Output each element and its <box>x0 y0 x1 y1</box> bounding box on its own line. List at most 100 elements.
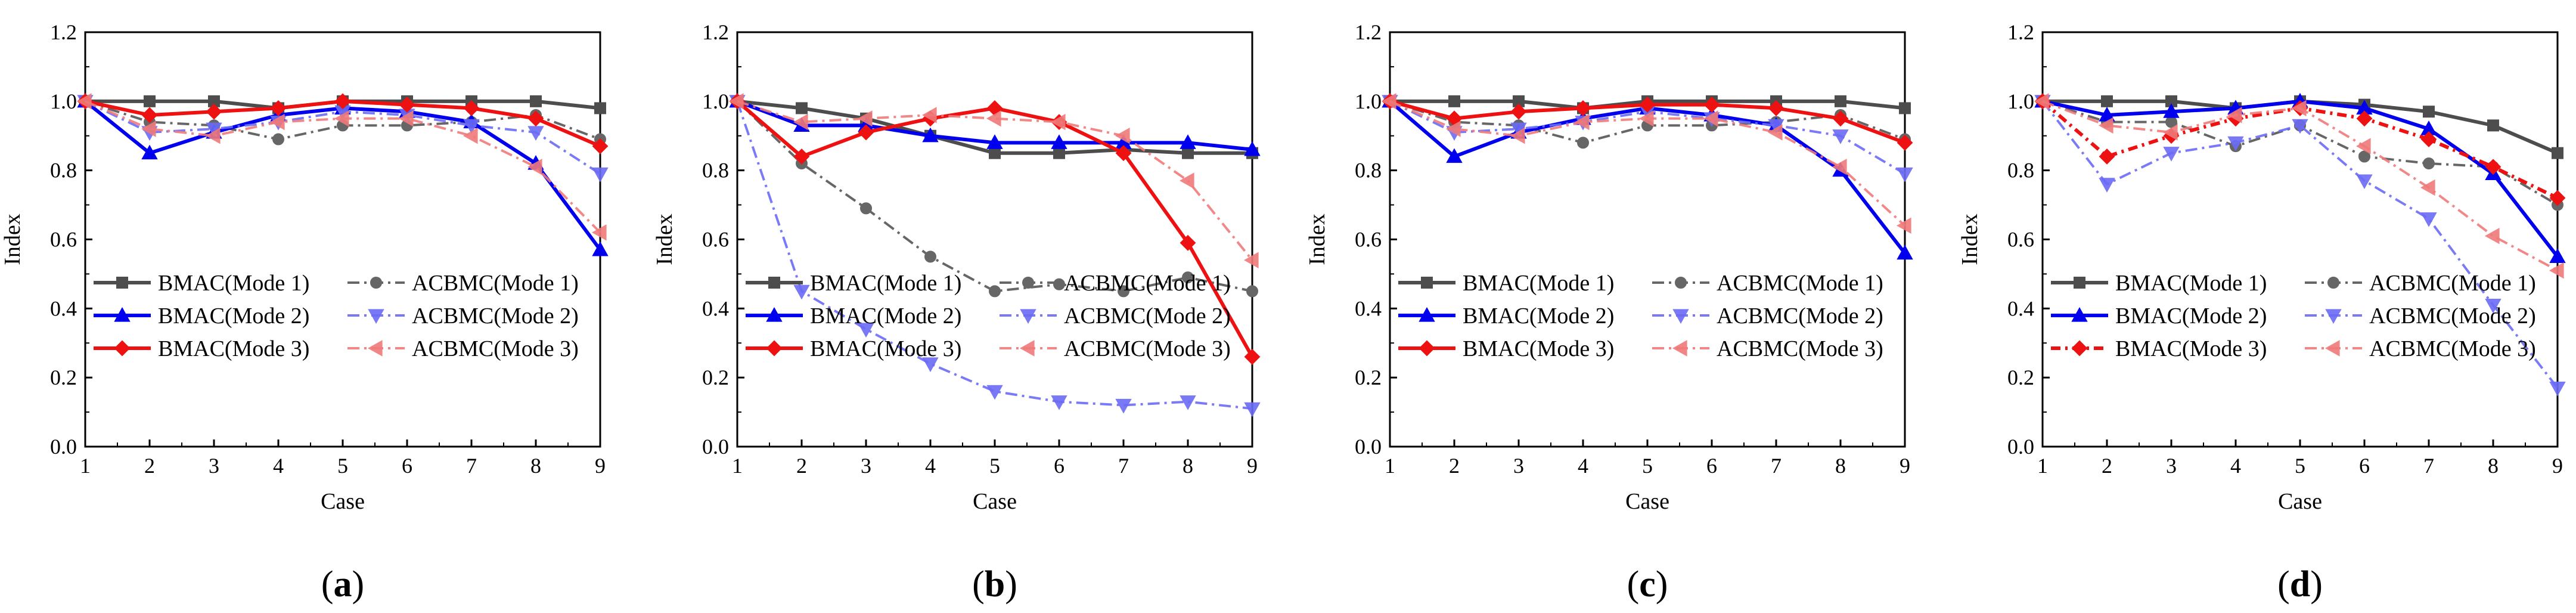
series-line <box>2041 100 2559 389</box>
y-tick-label: 0.0 <box>2007 435 2034 459</box>
data-point <box>463 119 480 134</box>
legend-marker <box>766 306 783 322</box>
plot-frame <box>1389 31 1906 448</box>
data-point <box>2423 106 2435 118</box>
legend-item: ACBMC(Mode 2) <box>1000 304 1231 329</box>
legend-label: ACBMC(Mode 2) <box>1717 304 1883 329</box>
legend-label: BMAC(Mode 3) <box>810 336 961 361</box>
data-point <box>398 110 414 127</box>
data-point <box>2484 228 2500 244</box>
data-point <box>793 284 810 300</box>
data-point <box>2358 150 2370 163</box>
y-tick-label: 0.0 <box>50 435 77 459</box>
legend-label: ACBMC(Mode 1) <box>2369 271 2536 296</box>
legend-marker <box>2074 277 2085 289</box>
legend-label: BMAC(Mode 2) <box>2115 304 2267 329</box>
data-point <box>2292 119 2308 134</box>
x-tick-label: 4 <box>1578 454 1588 478</box>
x-tick-label: 9 <box>1247 454 1258 478</box>
data-point <box>463 100 480 116</box>
x-tick-label: 1 <box>80 454 91 478</box>
data-point <box>1896 217 1911 234</box>
x-axis-title: Case <box>2278 489 2322 514</box>
y-tick-label: 1.0 <box>702 89 729 113</box>
data-point <box>1244 402 1261 417</box>
data-point <box>793 148 810 165</box>
data-point <box>921 107 937 123</box>
x-tick-label: 4 <box>2230 454 2241 478</box>
y-tick-label: 1.0 <box>2007 89 2034 113</box>
y-tick-label: 1.0 <box>50 89 77 113</box>
x-tick-label: 9 <box>595 454 606 478</box>
x-tick-label: 7 <box>1771 454 1782 478</box>
y-tick-label: 0.6 <box>2007 228 2034 252</box>
plot-frame <box>736 31 1253 448</box>
data-point <box>2552 147 2563 159</box>
legend-marker <box>1672 309 1689 324</box>
y-tick-label: 0.0 <box>702 435 729 459</box>
data-point <box>1574 113 1590 131</box>
legend-marker <box>768 277 780 289</box>
legend-item: ACBMC(Mode 2) <box>2305 304 2536 329</box>
legend-marker <box>2071 340 2088 357</box>
data-point <box>1638 110 1654 127</box>
legend-item: BMAC(Mode 2) <box>746 304 961 329</box>
legend-label: BMAC(Mode 1) <box>158 271 309 296</box>
data-point <box>1243 252 1259 268</box>
x-tick-label: 1 <box>1385 454 1395 478</box>
data-point <box>2420 179 2435 196</box>
data-point <box>2162 124 2178 141</box>
series-5 <box>77 93 609 154</box>
data-point <box>2420 131 2437 147</box>
x-tick-label: 5 <box>1642 454 1653 478</box>
data-point <box>1446 148 1463 163</box>
y-tick-label: 0.8 <box>50 159 77 182</box>
series-4 <box>729 95 1261 417</box>
data-point <box>1832 110 1849 127</box>
legend-label: BMAC(Mode 1) <box>2115 271 2267 296</box>
x-tick-label: 6 <box>402 454 412 478</box>
y-tick-label: 0.2 <box>1355 366 1382 389</box>
legend-item: BMAC(Mode 1) <box>746 271 961 296</box>
legend-label: ACBMC(Mode 3) <box>1717 336 1883 361</box>
data-point <box>1381 93 1396 110</box>
legend-item: BMAC(Mode 1) <box>2051 271 2267 296</box>
data-point <box>2356 110 2373 127</box>
series-line <box>736 100 1253 293</box>
data-point <box>922 127 939 143</box>
data-point <box>270 100 287 116</box>
x-tick-label: 2 <box>796 454 807 478</box>
data-point <box>2423 157 2435 170</box>
data-point <box>206 103 222 120</box>
data-point <box>141 144 158 160</box>
x-tick-label: 2 <box>2102 454 2112 478</box>
data-point <box>1703 110 1718 127</box>
legend-label: ACBMC(Mode 2) <box>1064 304 1231 329</box>
legend-label: BMAC(Mode 1) <box>810 271 961 296</box>
x-tick-label: 8 <box>2488 454 2499 478</box>
x-tick-label: 5 <box>337 454 348 478</box>
data-point <box>269 113 285 131</box>
legend-marker <box>368 309 384 324</box>
data-point <box>594 102 606 114</box>
data-point <box>1244 349 1261 365</box>
legend-label: ACBMC(Mode 1) <box>1717 271 1883 296</box>
data-point <box>205 128 221 144</box>
chart-panel-c: 1 2 3 4 5 6 7 8 9 0.0 0.2 0.4 0.6 0.8 1.0 1.2 Case Index B… <box>1305 20 1913 605</box>
legend: BMAC(Mode 1) ACBMC(Mode 1) BMAC(Mode 2) ACB… <box>94 271 579 361</box>
legend-label: ACBMC(Mode 1) <box>1064 271 1231 296</box>
data-point <box>1182 147 1194 159</box>
legend-item: ACBMC(Mode 1) <box>1000 271 1231 296</box>
legend-item: BMAC(Mode 3) <box>1398 336 1614 361</box>
data-point <box>989 147 1001 159</box>
data-point <box>2099 148 2115 165</box>
data-point <box>1050 113 1066 131</box>
legend-label: ACBMC(Mode 3) <box>2369 336 2536 361</box>
panel-label: (c) <box>1627 564 1668 605</box>
series-line <box>736 101 1253 410</box>
legend-marker <box>2324 340 2340 357</box>
legend: BMAC(Mode 1) ACBMC(Mode 1) BMAC(Mode 2) ACB… <box>1398 271 1883 361</box>
data-point <box>2549 381 2566 397</box>
legend-label: ACBMC(Mode 1) <box>412 271 579 296</box>
x-tick-label: 6 <box>1706 454 1717 478</box>
